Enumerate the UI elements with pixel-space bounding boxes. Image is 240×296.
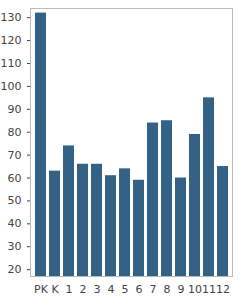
svg-text:70: 70 [8, 149, 22, 162]
svg-text:10: 10 [188, 283, 202, 296]
svg-text:90: 90 [8, 103, 22, 116]
svg-text:4: 4 [108, 283, 115, 296]
svg-text:9: 9 [178, 283, 185, 296]
svg-text:50: 50 [8, 194, 22, 207]
svg-text:1: 1 [66, 283, 73, 296]
svg-text:PK: PK [34, 283, 49, 296]
svg-text:130: 130 [1, 11, 22, 24]
svg-text:3: 3 [94, 283, 101, 296]
svg-text:120: 120 [1, 34, 22, 47]
svg-text:12: 12 [216, 283, 230, 296]
svg-text:30: 30 [8, 240, 22, 253]
svg-text:80: 80 [8, 126, 22, 139]
svg-text:6: 6 [136, 283, 143, 296]
svg-text:60: 60 [8, 172, 22, 185]
svg-text:110: 110 [1, 57, 22, 70]
svg-text:5: 5 [122, 283, 129, 296]
svg-text:8: 8 [164, 283, 171, 296]
svg-text:7: 7 [150, 283, 157, 296]
svg-text:100: 100 [1, 80, 22, 93]
svg-text:2: 2 [80, 283, 87, 296]
svg-text:K: K [51, 283, 59, 296]
svg-text:40: 40 [8, 217, 22, 230]
svg-text:20: 20 [8, 263, 22, 276]
svg-text:11: 11 [202, 283, 216, 296]
